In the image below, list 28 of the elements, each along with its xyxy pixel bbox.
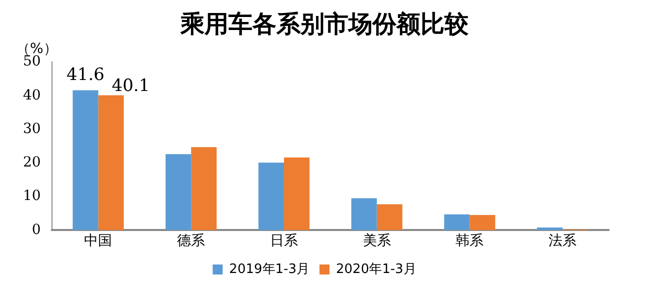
x-tick-label: 日系	[270, 233, 298, 250]
x-tick-label: 中国	[84, 233, 112, 250]
x-tick-label: 法系	[548, 233, 577, 250]
x-tick-label: 美系	[362, 233, 391, 250]
legend-label: 2020年1-3月	[336, 262, 416, 277]
data-label: 41.6	[66, 65, 104, 86]
bar	[98, 95, 124, 230]
x-tick-label: 德系	[177, 233, 206, 250]
bar	[284, 158, 310, 230]
y-tick-label: 40	[22, 87, 41, 104]
y-tick-label: 50	[22, 54, 41, 70]
y-tick-label: 30	[22, 120, 41, 137]
bar	[444, 214, 470, 230]
bar	[351, 198, 377, 230]
bar	[258, 162, 284, 230]
chart-title: 乘用车各系别市场份额比较	[179, 8, 470, 40]
y-tick-label: 0	[32, 222, 41, 238]
data-label: 40.1	[112, 76, 150, 96]
legend-label: 2019年1-3月	[229, 262, 310, 277]
bar	[376, 204, 402, 230]
y-tick-label: 20	[22, 154, 41, 171]
bar	[191, 147, 217, 230]
bar	[537, 228, 563, 230]
bar	[166, 154, 192, 230]
bar	[470, 215, 496, 230]
y-tick-label: 10	[22, 188, 41, 204]
bar	[72, 90, 98, 230]
x-tick-label: 韩系	[456, 233, 484, 250]
